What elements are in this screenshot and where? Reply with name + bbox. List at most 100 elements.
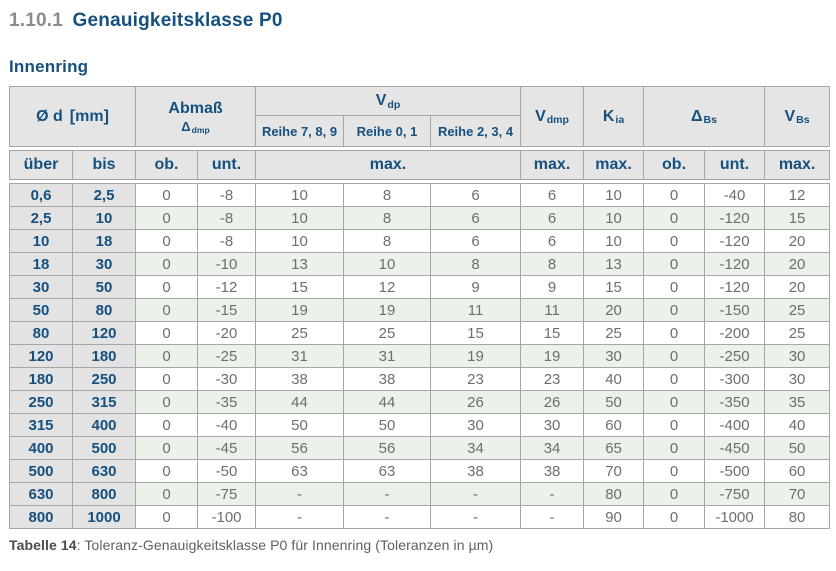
cell-vbs-max: 30 <box>764 367 831 391</box>
page: 1.10.1 Genauigkeitsklasse P0 Innenring Ø… <box>9 10 831 553</box>
cell-dbs-ob: 0 <box>643 229 706 253</box>
cell-dbs-ob: 0 <box>643 321 706 345</box>
section-title: Genauigkeitsklasse P0 <box>72 10 283 31</box>
cell-vbs-max: 25 <box>764 298 831 322</box>
cell-vdp-reihe234: - <box>430 505 522 529</box>
cell-dbs-ob: 0 <box>643 390 706 414</box>
cell-bis: 630 <box>72 459 136 483</box>
cell-vdp-reihe234: 9 <box>430 275 522 299</box>
cell-abmass-ob: 0 <box>135 321 198 345</box>
cell-vbs-max: 20 <box>764 275 831 299</box>
header-reihe-789: Reihe 7, 8, 9 <box>255 115 345 147</box>
cell-kia-max: 15 <box>583 275 645 299</box>
cell-vdp-reihe789: - <box>255 482 345 506</box>
cell-ueber: 500 <box>9 459 73 483</box>
cell-bis: 18 <box>72 229 136 253</box>
cell-vdp-reihe01: 8 <box>343 183 432 207</box>
cell-vbs-max: 40 <box>764 413 831 437</box>
cell-vdp-reihe234: 6 <box>430 206 522 230</box>
cell-bis: 30 <box>72 252 136 276</box>
cell-abmass-ob: 0 <box>135 436 198 460</box>
cell-ueber: 315 <box>9 413 73 437</box>
cell-bis: 120 <box>72 321 136 345</box>
cell-vdmp-max: 6 <box>520 229 585 253</box>
cell-vdp-reihe234: 6 <box>430 183 522 207</box>
header-od: Ø d [mm] <box>9 86 136 147</box>
cell-vdp-reihe01: 12 <box>343 275 432 299</box>
cell-vdp-reihe789: 19 <box>255 298 345 322</box>
cell-ueber: 30 <box>9 275 73 299</box>
cell-vdmp-max: 6 <box>520 206 585 230</box>
table-row: 315 400 0 -40 50 50 30 30 60 0 -400 40 <box>9 413 831 437</box>
cell-vbs-max: 50 <box>764 436 831 460</box>
cell-dbs-ob: 0 <box>643 183 706 207</box>
cell-abmass-ob: 0 <box>135 298 198 322</box>
caption-label: Tabelle 14 <box>9 537 77 553</box>
cell-bis: 315 <box>72 390 136 414</box>
header-dbs-unt: unt. <box>704 150 766 180</box>
cell-abmass-ob: 0 <box>135 206 198 230</box>
cell-bis: 180 <box>72 344 136 368</box>
cell-ueber: 80 <box>9 321 73 345</box>
cell-ueber: 400 <box>9 436 73 460</box>
cell-ueber: 2,5 <box>9 206 73 230</box>
cell-dbs-unt: -200 <box>704 321 766 345</box>
cell-vdp-reihe01: 25 <box>343 321 432 345</box>
cell-dbs-unt: -120 <box>704 252 766 276</box>
header-reihe-01: Reihe 0, 1 <box>343 115 432 147</box>
cell-bis: 50 <box>72 275 136 299</box>
cell-vdp-reihe01: 38 <box>343 367 432 391</box>
cell-vbs-max: 30 <box>764 344 831 368</box>
cell-vdp-reihe01: 8 <box>343 206 432 230</box>
table-row: 800 1000 0 -100- - - -90 0 -1000 80 <box>9 505 831 529</box>
cell-kia-max: 13 <box>583 252 645 276</box>
tolerance-table: Ø d [mm] Abmaß Δdmp Vdp Vdmp Kia ΔBs <box>9 86 831 529</box>
cell-kia-max: 20 <box>583 298 645 322</box>
cell-dbs-ob: 0 <box>643 206 706 230</box>
table-header: Ø d [mm] Abmaß Δdmp Vdp Vdmp Kia ΔBs <box>9 86 831 184</box>
cell-vdp-reihe01: - <box>343 482 432 506</box>
header-vdmp-max: max. <box>520 150 585 180</box>
cell-abmass-ob: 0 <box>135 482 198 506</box>
cell-abmass-ob: 0 <box>135 229 198 253</box>
cell-ueber: 120 <box>9 344 73 368</box>
header-vbs-max: max. <box>764 150 831 180</box>
table-row: 500 630 0 -50 63 63 38 38 70 0 -500 60 <box>9 459 831 483</box>
cell-kia-max: 50 <box>583 390 645 414</box>
cell-vdp-reihe01: 56 <box>343 436 432 460</box>
cell-vdp-reihe234: 30 <box>430 413 522 437</box>
cell-dbs-ob: 0 <box>643 344 706 368</box>
cell-vbs-max: 80 <box>764 505 831 529</box>
cell-dbs-ob: 0 <box>643 367 706 391</box>
cell-bis: 80 <box>72 298 136 322</box>
cell-vdmp-max: 8 <box>520 252 585 276</box>
cell-vdp-reihe234: - <box>430 482 522 506</box>
header-vdp: Vdp <box>255 86 522 116</box>
cell-kia-max: 25 <box>583 321 645 345</box>
header-reihe-row: Reihe 7, 8, 9 Reihe 0, 1 Reihe 2, 3, 4 <box>10 115 830 147</box>
cell-bis: 250 <box>72 367 136 391</box>
cell-vdp-reihe01: 63 <box>343 459 432 483</box>
cell-kia-max: 80 <box>583 482 645 506</box>
cell-abmass-unt: -100 <box>196 505 257 529</box>
table-row: 0,6 2,5 0 -8 10 8 6 6 10 0 -40 12 <box>9 183 831 207</box>
cell-abmass-ob: 0 <box>135 390 198 414</box>
cell-vdp-reihe01: 10 <box>343 252 432 276</box>
cell-bis: 2,5 <box>72 183 136 207</box>
cell-vdmp-max: - <box>520 505 585 529</box>
cell-abmass-unt: -75 <box>196 482 257 506</box>
cell-dbs-ob: 0 <box>643 459 706 483</box>
cell-vdp-reihe234: 15 <box>430 321 522 345</box>
cell-bis: 800 <box>72 482 136 506</box>
header-spacer <box>9 146 830 151</box>
cell-dbs-ob: 0 <box>643 482 706 506</box>
cell-vdp-reihe789: 10 <box>255 229 345 253</box>
cell-abmass-ob: 0 <box>135 505 198 529</box>
cell-kia-max: 30 <box>583 344 645 368</box>
cell-kia-max: 90 <box>583 505 645 529</box>
cell-dbs-unt: -150 <box>704 298 766 322</box>
cell-abmass-ob: 0 <box>135 183 198 207</box>
cell-vbs-max: 35 <box>764 390 831 414</box>
header-bis: bis <box>72 150 136 180</box>
cell-vdp-reihe789: 25 <box>255 321 345 345</box>
